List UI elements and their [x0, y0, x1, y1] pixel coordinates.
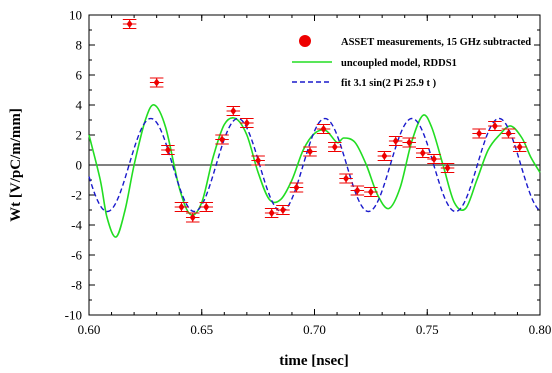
y-tick-label: 4	[76, 98, 83, 113]
measurement-points	[122, 19, 527, 223]
measurement-point	[255, 156, 262, 165]
measurement-point	[230, 107, 237, 115]
measurement-point	[164, 146, 171, 154]
y-tick-label: 0	[76, 158, 83, 173]
fit-line	[88, 117, 541, 213]
measurement-point	[189, 213, 196, 222]
measurement-point	[320, 125, 327, 133]
measurement-point	[444, 164, 451, 172]
x-tick-label: 0.65	[190, 322, 213, 337]
axis-ticks: 0.60 0.65 0.70 0.75 0.80 -10 -8 -6 -4 -2 0 2 4 6 8 10	[65, 8, 552, 338]
measurement-point	[354, 186, 361, 195]
x-axis-label: time [nsec]	[279, 353, 349, 369]
measurement-point	[126, 20, 133, 28]
measurement-point	[476, 129, 483, 138]
measurement-point	[505, 129, 512, 138]
measurement-point	[343, 174, 350, 183]
measurement-point	[279, 206, 286, 214]
legend: ASSET measurements, 15 GHz subtracted unc…	[292, 35, 531, 89]
measurement-point	[431, 155, 438, 163]
x-tick-label: 0.75	[416, 322, 439, 337]
y-tick-label: -2	[71, 188, 82, 203]
model-line	[88, 104, 541, 238]
y-tick-label: 2	[76, 128, 83, 143]
x-tick-label: 0.60	[78, 322, 101, 337]
measurement-point	[491, 122, 498, 130]
measurement-point	[219, 135, 226, 144]
measurement-point	[381, 152, 388, 160]
legend-label-model: uncoupled model, RDDS1	[341, 58, 457, 69]
measurement-point	[306, 147, 313, 156]
legend-label-measurements: ASSET measurements, 15 GHz subtracted	[341, 37, 531, 48]
y-tick-label: 10	[69, 8, 82, 23]
measurement-point	[406, 138, 413, 147]
measurement-point	[178, 203, 185, 211]
x-tick-label: 0.80	[529, 322, 552, 337]
x-tick-label: 0.70	[303, 322, 326, 337]
measurement-point	[516, 143, 523, 151]
measurement-point	[331, 143, 338, 151]
measurement-point	[367, 188, 374, 196]
measurement-point	[203, 203, 210, 211]
legend-marker-measurements	[299, 35, 311, 47]
fit-curve	[88, 117, 541, 213]
y-tick-label: -10	[65, 308, 82, 323]
measurement-point	[268, 209, 275, 217]
y-axis-label: Wt [V/pC/m/mm]	[8, 108, 24, 222]
measurement-point	[392, 137, 399, 145]
model-curve	[88, 104, 541, 238]
y-tick-label: -8	[71, 278, 82, 293]
legend-label-fit: fit 3.1 sin(2 Pi 25.9 t )	[341, 78, 437, 89]
y-tick-label: 6	[76, 68, 83, 83]
measurement-point	[419, 149, 426, 157]
measurement-point	[243, 119, 250, 127]
measurement-point	[293, 183, 300, 192]
y-tick-label: -6	[71, 248, 82, 263]
measurement-point	[153, 78, 160, 87]
y-tick-label: -4	[71, 218, 82, 233]
y-tick-label: 8	[76, 38, 83, 53]
